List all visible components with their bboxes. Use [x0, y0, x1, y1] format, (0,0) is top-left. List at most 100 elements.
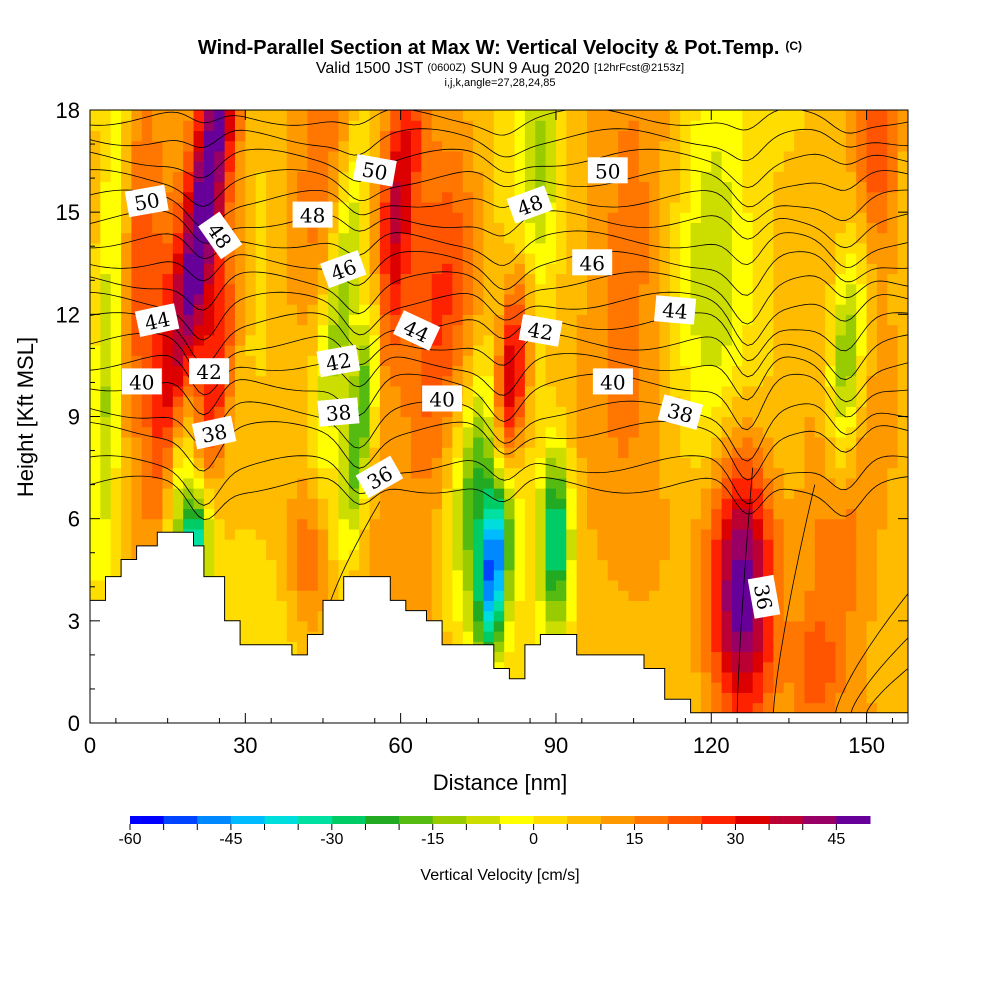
field-cell: [504, 385, 516, 397]
field-cell: [700, 467, 712, 479]
field-cell: [876, 130, 888, 142]
field-cell: [587, 457, 598, 469]
field-cell: [514, 579, 526, 591]
field-cell: [131, 528, 143, 540]
field-cell: [856, 304, 868, 315]
field-cell: [814, 692, 826, 704]
field-cell: [825, 579, 837, 591]
field-cell: [587, 283, 598, 295]
field-cell: [794, 477, 806, 489]
field-cell: [545, 212, 557, 223]
colorbar-tick-label: 0: [529, 831, 538, 848]
field-cell: [628, 110, 640, 121]
colorbar-tick-label: 30: [727, 831, 745, 848]
field-cell: [545, 181, 557, 193]
field-cell: [773, 293, 785, 305]
field-cell: [649, 212, 661, 223]
field-cell: [814, 253, 826, 264]
field-cell: [390, 314, 402, 326]
field-cell: [307, 498, 319, 510]
field-cell: [618, 406, 630, 418]
field-cell: [763, 528, 774, 540]
field-cell: [286, 161, 298, 172]
field-cell: [607, 549, 619, 561]
field-cell: [400, 110, 412, 121]
field-cell: [297, 242, 309, 254]
field-cell: [276, 232, 288, 244]
field-cell: [183, 518, 195, 530]
field-cell: [183, 447, 195, 458]
field-cell: [348, 232, 360, 244]
field-cell: [638, 477, 650, 489]
field-cell: [835, 181, 847, 193]
field-cell: [618, 416, 630, 428]
field-cell: [297, 569, 309, 581]
field-cell: [866, 201, 878, 213]
field-cell: [731, 406, 743, 418]
field-cell: [483, 365, 495, 377]
field-cell: [152, 293, 164, 305]
field-cell: [721, 293, 733, 305]
field-cell: [597, 518, 609, 530]
contour-label-text: 44: [661, 298, 688, 324]
field-cell: [897, 344, 908, 356]
field-cell: [286, 436, 298, 448]
field-cell: [162, 232, 174, 244]
field-cell: [152, 355, 164, 367]
field-cell: [856, 692, 868, 704]
field-cell: [866, 447, 878, 458]
field-cell: [597, 110, 609, 121]
field-cell: [172, 477, 184, 489]
field-cell: [814, 212, 826, 223]
field-cell: [110, 477, 122, 489]
field-cell: [669, 263, 681, 275]
field-cell: [669, 620, 681, 632]
field-cell: [286, 528, 298, 540]
field-cell: [680, 365, 692, 377]
field-cell: [473, 569, 485, 581]
field-cell: [214, 181, 226, 193]
field-cell: [866, 120, 878, 132]
field-cell: [783, 620, 795, 632]
field-cell: [504, 304, 516, 315]
field-cell: [473, 620, 485, 632]
field-cell: [524, 477, 536, 489]
field-cell: [183, 120, 195, 132]
field-cell: [742, 692, 754, 704]
field-cell: [814, 661, 826, 673]
field-cell: [545, 150, 557, 162]
field-cell: [773, 457, 785, 469]
field-cell: [390, 140, 402, 152]
field-cell: [783, 488, 795, 499]
field-cell: [493, 416, 505, 428]
field-cell: [555, 508, 567, 520]
field-cell: [390, 539, 402, 550]
field-cell: [783, 212, 795, 223]
field-cell: [628, 477, 640, 489]
field-cell: [700, 477, 712, 489]
field-cell: [514, 242, 526, 254]
field-cell: [90, 181, 101, 193]
field-cell: [297, 457, 309, 469]
field-cell: [566, 457, 578, 469]
theta-contour: [90, 110, 908, 136]
field-cell: [514, 171, 526, 183]
field-cell: [876, 171, 888, 183]
field-cell: [483, 334, 495, 346]
field-cell: [359, 110, 371, 121]
field-cell: [162, 375, 174, 387]
field-cell: [669, 385, 681, 397]
field-cell: [338, 161, 350, 172]
field-cell: [431, 406, 443, 418]
field-cell: [183, 498, 195, 510]
field-cell: [897, 559, 908, 571]
field-cell: [587, 334, 598, 346]
field-cell: [338, 110, 350, 121]
field-cell: [286, 212, 298, 223]
field-cell: [462, 232, 474, 244]
field-cell: [172, 447, 184, 458]
field-cell: [121, 253, 133, 264]
field-cell: [825, 283, 837, 295]
field-cell: [121, 406, 133, 418]
field-cell: [659, 447, 671, 458]
